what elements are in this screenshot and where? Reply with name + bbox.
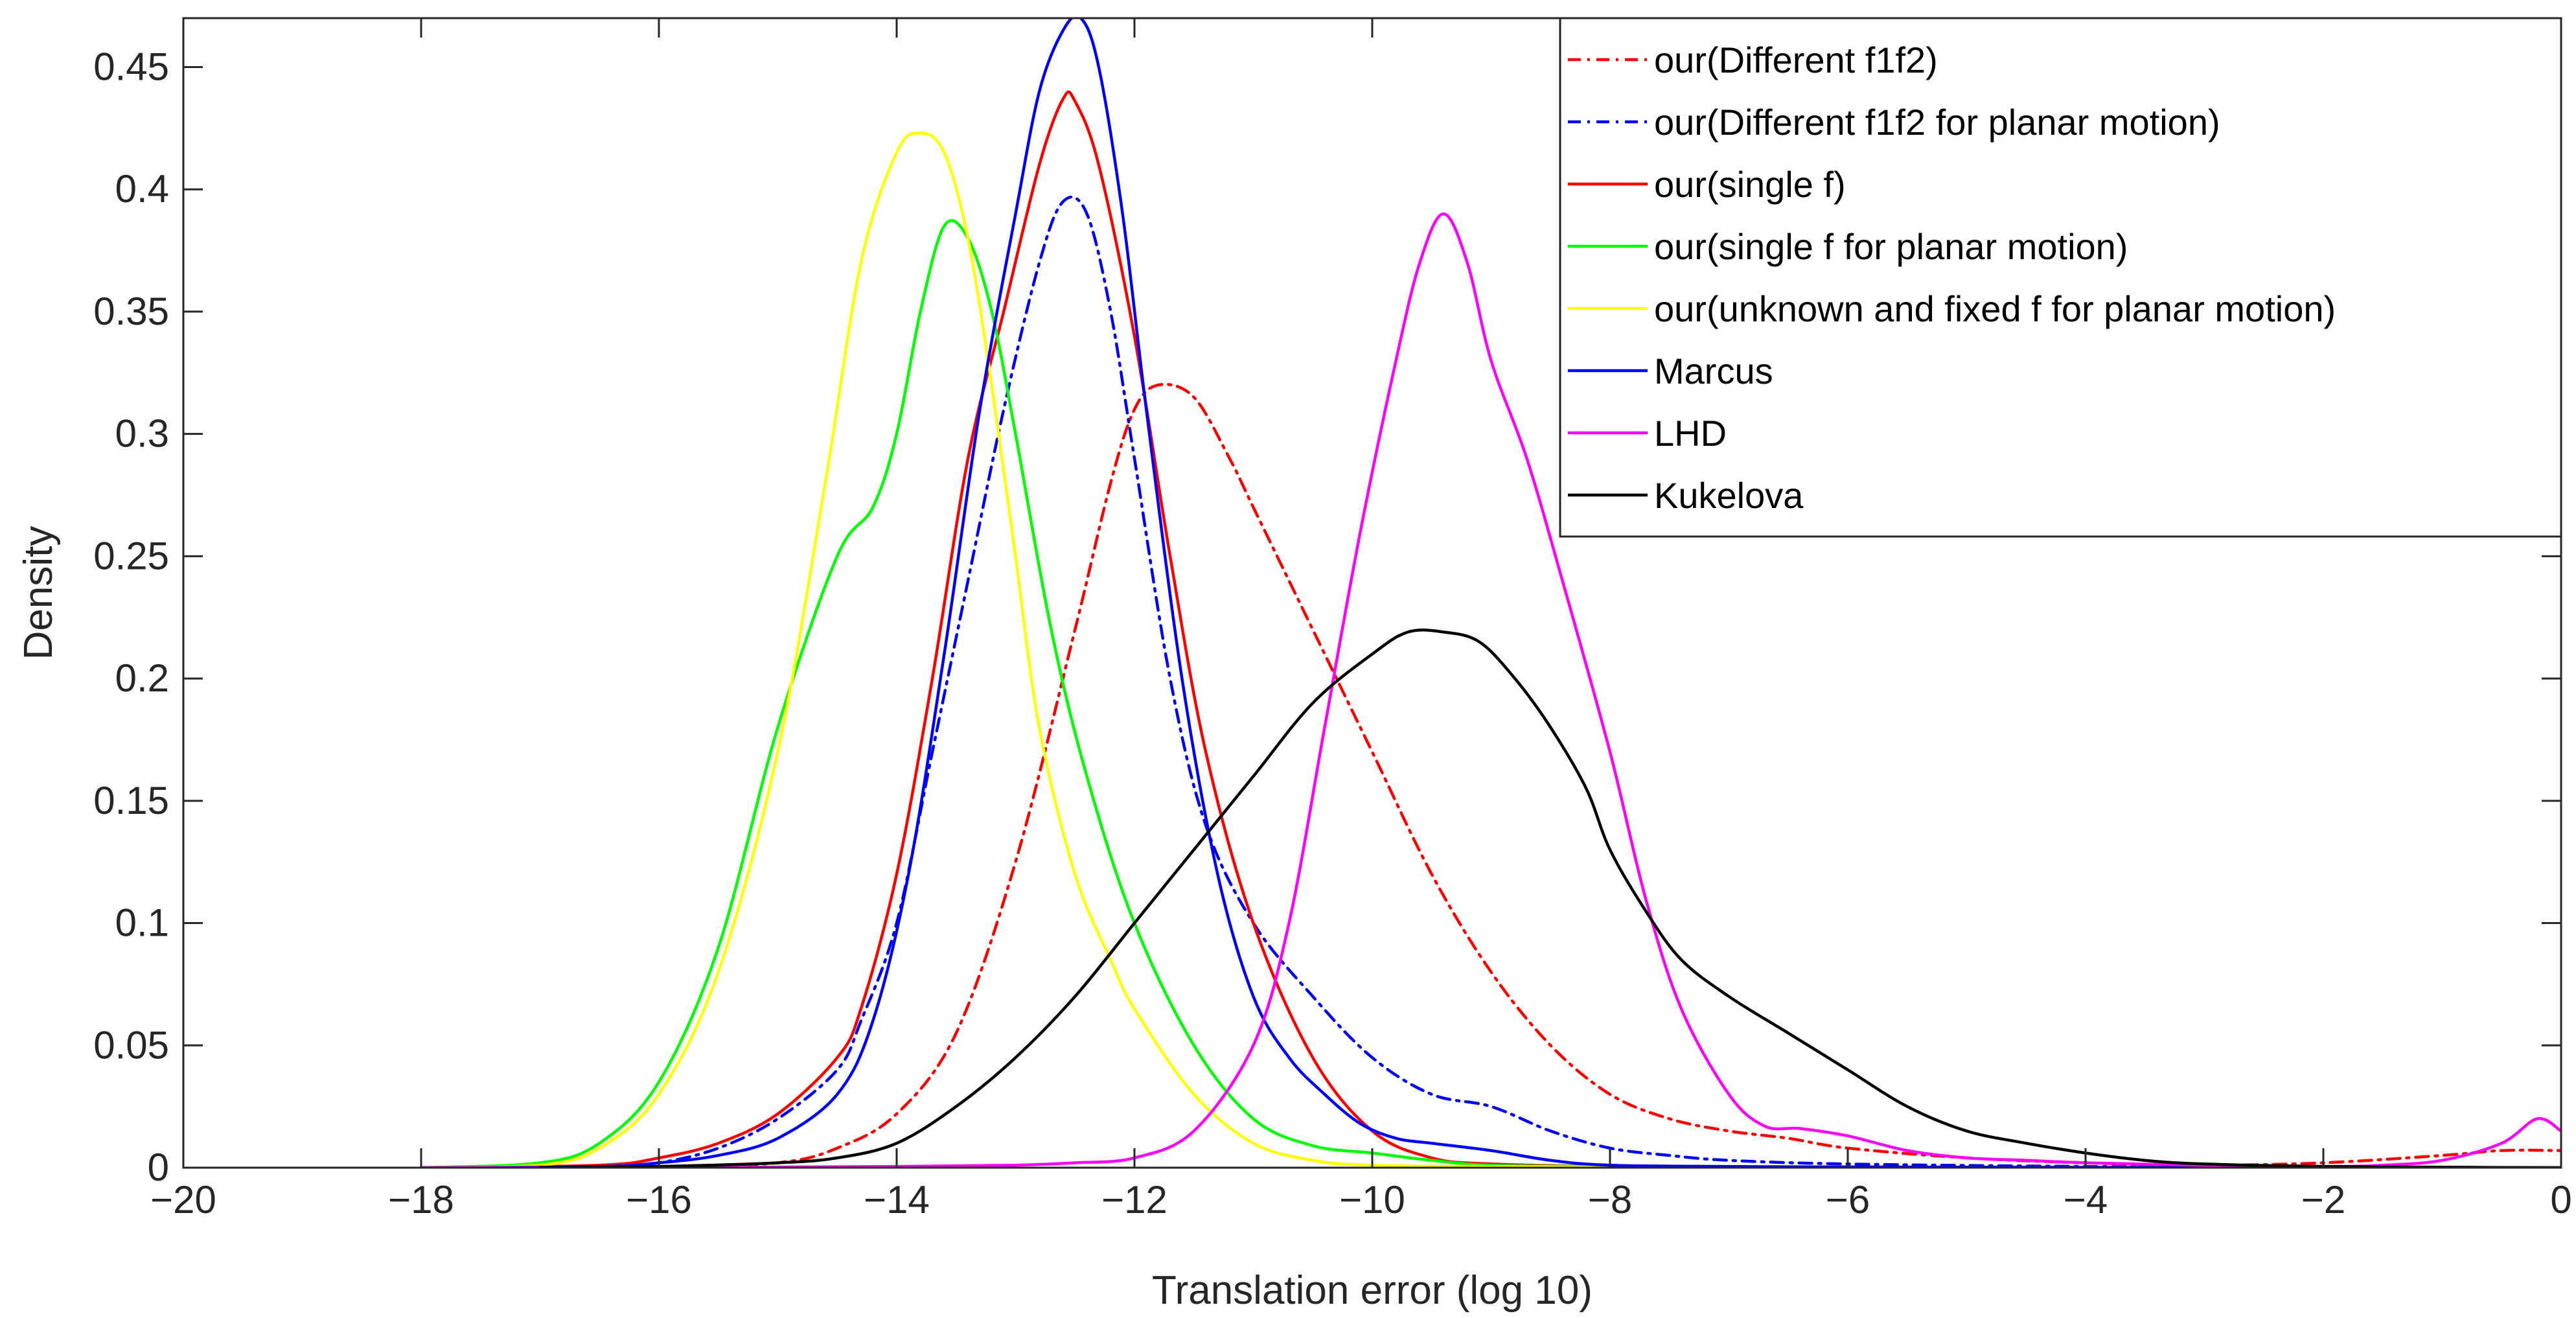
y-tick-label: 0.2 [115,656,169,700]
x-tick-label: −8 [1588,1178,1632,1221]
x-tick-label: −10 [1339,1178,1405,1221]
legend-box [1559,17,2562,538]
y-tick-label: 0.3 [115,412,169,456]
legend-label-our-single-f: our(single f) [1654,164,1846,205]
x-tick-label: −16 [626,1178,692,1221]
x-tick-label: −6 [1826,1178,1870,1221]
x-tick-label: −4 [2064,1178,2108,1221]
legend-label-our-different-f1f2-for-planar-motion: our(Different f1f2 for planar motion) [1654,102,2220,143]
y-tick-label: 0 [148,1146,169,1189]
legend: our(Different f1f2) our(Different f1f2 fo… [1559,17,2562,538]
legend-label-our-single-f-for-planar-motion: our(single f for planar motion) [1654,226,2128,267]
legend-label-our-unknown-and-fixed-f-for-planar-motion: our(unknown and fixed f for planar motio… [1654,288,2336,329]
x-tick-label: −18 [388,1178,454,1221]
x-tick-label: −20 [150,1178,216,1221]
axes-layer: −20 −18 −16 −14 −12 −10 −8 −6 −4 −2 000.050.10.150… [93,18,2572,1221]
x-axis-title: Translation error (log 10) [1152,1268,1593,1313]
series-line-our-different-f1f2-for-planar-motion [419,195,2561,1168]
y-tick-label: 0.15 [93,779,169,822]
y-tick-label: 0.35 [93,290,169,333]
legend-label-kukelova: Kukelova [1654,475,1804,516]
y-tick-label: 0.1 [115,901,169,945]
plot-border [182,17,2562,1169]
legend-label-lhd: LHD [1654,413,1727,454]
x-tick-label: −12 [1101,1178,1167,1221]
y-axis-title: Density [16,526,61,660]
y-tick-label: 0.05 [93,1023,169,1067]
x-tick-label: 0 [2550,1178,2571,1221]
x-tick-label: −14 [864,1178,930,1221]
x-tick-label: −2 [2301,1178,2345,1221]
legend-label-our-different-f1f2: our(Different f1f2) [1654,40,1938,80]
series-line-marcus [419,18,2561,1168]
y-tick-label: 0.25 [93,534,169,577]
y-tick-label: 0.4 [115,167,169,211]
legend-label-marcus: Marcus [1654,351,1773,391]
y-tick-label: 0.45 [93,45,169,88]
